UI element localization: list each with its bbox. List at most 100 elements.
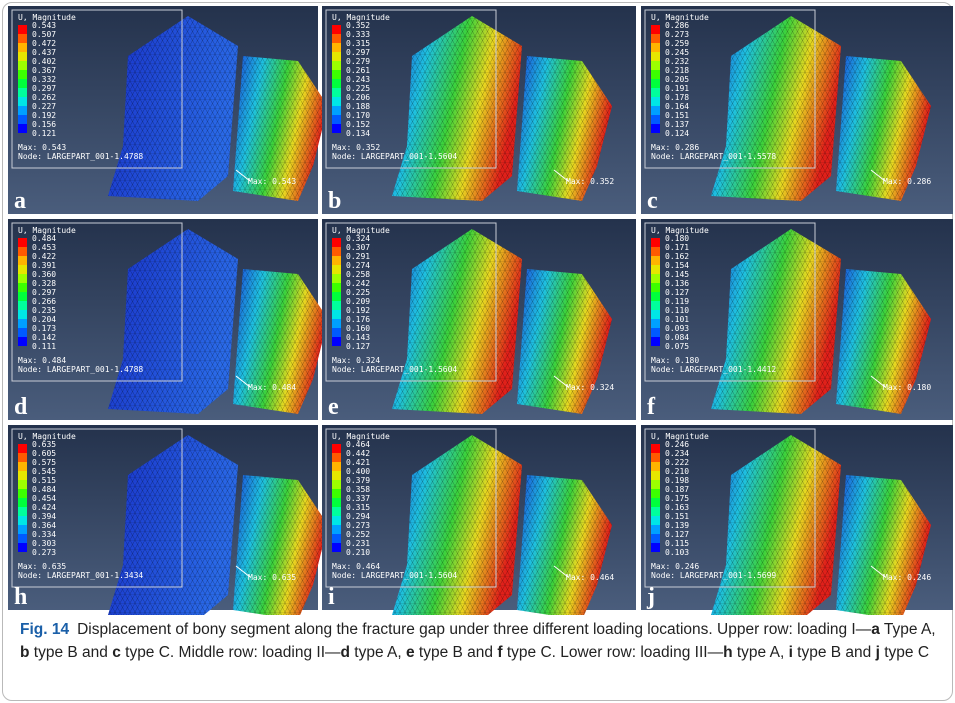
legend-swatch [651,124,660,133]
legend-value: 0.178 [665,93,689,102]
legend-max: Max: 0.180 [651,356,699,365]
legend-swatch [651,61,660,70]
legend-title: U, Magnitude [18,13,76,22]
bone-right-mesh [836,269,931,414]
legend-value: 0.152 [346,120,370,129]
legend-node: Node: LARGEPART_001-1.5604 [332,365,457,374]
legend-swatch [332,328,341,337]
legend-value: 0.119 [665,297,689,306]
legend-value: 0.191 [665,84,689,93]
legend-value: 0.127 [665,288,689,297]
caption-text: type C. Lower row: loading III— [502,644,724,661]
max-leader [553,375,569,388]
panel-letter: f [647,394,656,420]
caption-text: Type A, [879,621,936,638]
legend-node: Node: LARGEPART_001-1.5699 [651,571,776,580]
legend-value: 0.402 [32,57,56,66]
legend-value: 0.421 [346,458,370,467]
legend-swatch [651,310,660,319]
legend-value: 0.484 [32,485,56,494]
legend-value: 0.484 [32,234,56,243]
legend-swatch [18,265,27,274]
legend-value: 0.279 [346,57,370,66]
legend-swatch [332,525,341,534]
caption-text: f [497,644,503,661]
max-annotation: Max: 0.352 [566,177,614,186]
legend-value: 0.334 [32,530,56,539]
panel-letter: h [14,584,27,610]
legend-value: 0.324 [346,234,370,243]
max-annotation: Max: 0.543 [248,177,296,186]
legend-value: 0.156 [32,120,56,129]
legend-value: 0.198 [665,476,689,485]
legend-swatch [18,70,27,79]
legend-swatch [651,70,660,79]
max-annotation: Max: 0.464 [566,573,614,582]
legend-swatch [651,265,660,274]
max-annotation: Max: 0.286 [883,177,931,186]
legend-value: 0.294 [346,512,370,521]
legend-value: 0.176 [346,315,370,324]
legend-title: U, Magnitude [18,226,76,235]
legend-value: 0.400 [346,467,370,476]
legend-value: 0.204 [32,315,56,324]
legend-value: 0.110 [665,306,689,315]
bone-left-mesh [711,16,841,201]
legend-value: 0.235 [32,306,56,315]
legend-max: Max: 0.286 [651,143,699,152]
legend-swatch [651,274,660,283]
caption-text: type A, [349,644,406,661]
legend-box [11,222,183,382]
legend-swatch [332,310,341,319]
legend-value: 0.160 [346,324,370,333]
legend-swatch [18,498,27,507]
legend-title: U, Magnitude [651,13,709,22]
legend-swatch [651,52,660,61]
legend-swatch [18,337,27,346]
legend-value: 0.297 [346,48,370,57]
legend-value: 0.291 [346,252,370,261]
legend-swatch [651,444,660,453]
legend-swatch [651,480,660,489]
legend-swatch [332,498,341,507]
legend-value: 0.274 [346,261,370,270]
legend-swatch [332,471,341,480]
legend-value: 0.391 [32,261,56,270]
legend-value: 0.379 [346,476,370,485]
legend-value: 0.242 [346,279,370,288]
legend-value: 0.258 [346,270,370,279]
legend-value: 0.206 [346,93,370,102]
caption-text: type C [879,644,930,661]
legend-swatch [18,97,27,106]
legend-value: 0.315 [346,39,370,48]
legend-value: 0.352 [346,21,370,30]
caption-text: c [112,644,121,661]
legend-swatch [332,115,341,124]
legend-title: U, Magnitude [332,432,390,441]
legend-max: Max: 0.543 [18,143,66,152]
legend-value: 0.163 [665,503,689,512]
panel-letter: d [14,394,28,420]
legend-swatch [651,489,660,498]
legend-value: 0.218 [665,66,689,75]
legend-value: 0.464 [346,440,370,449]
legend-swatch [332,106,341,115]
panel: U, Magnitude0.6350.6050.5750.5450.5150.4… [8,425,328,615]
max-leader [235,375,251,388]
bone-right-mesh [517,269,612,414]
legend-swatch [18,88,27,97]
legend-value: 0.134 [346,129,370,138]
legend-value: 0.273 [32,548,56,557]
legend-max: Max: 0.484 [18,356,66,365]
legend-value: 0.127 [346,342,370,351]
legend-swatch [18,301,27,310]
caption-text: a [871,621,880,638]
legend-swatch [18,238,27,247]
legend-value: 0.442 [346,449,370,458]
legend-title: U, Magnitude [332,13,390,22]
legend-value: 0.453 [32,243,56,252]
bone-left-mesh [108,16,238,201]
bone-left-mesh [711,229,841,414]
bone-left-mesh [108,435,238,615]
legend-swatch [18,516,27,525]
